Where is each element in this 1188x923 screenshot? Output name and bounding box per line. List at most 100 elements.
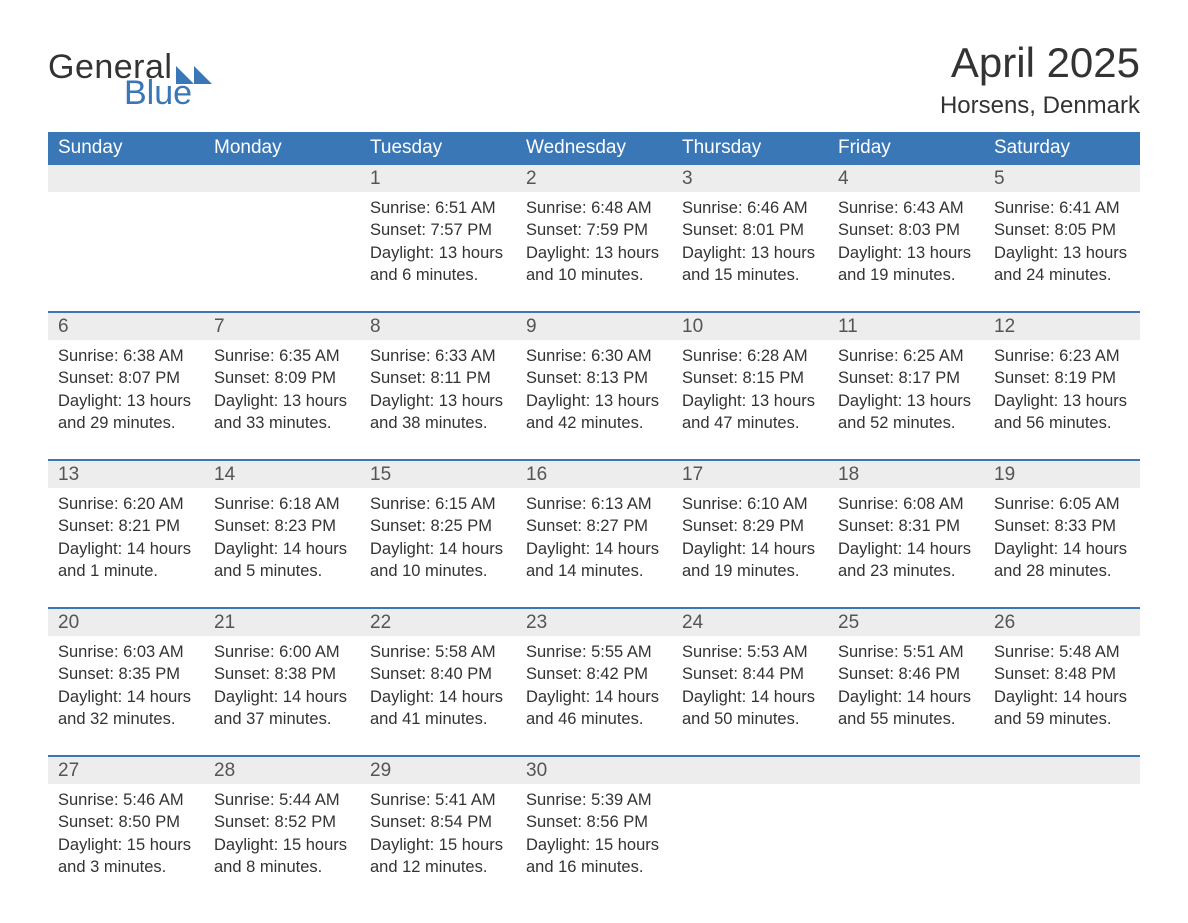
- calendar-day-cell: 2Sunrise: 6:48 AMSunset: 7:59 PMDaylight…: [516, 165, 672, 312]
- day-details: Sunrise: 5:44 AMSunset: 8:52 PMDaylight:…: [204, 784, 360, 903]
- day-number: 24: [672, 609, 828, 636]
- day-detail-line: Sunset: 7:59 PM: [526, 219, 664, 241]
- day-detail-line: Daylight: 13 hours and 10 minutes.: [526, 242, 664, 287]
- day-details: Sunrise: 6:08 AMSunset: 8:31 PMDaylight:…: [828, 488, 984, 607]
- day-number: [672, 757, 828, 784]
- day-details: Sunrise: 5:51 AMSunset: 8:46 PMDaylight:…: [828, 636, 984, 755]
- day-detail-line: Sunset: 8:48 PM: [994, 663, 1132, 685]
- day-detail-line: Sunrise: 6:38 AM: [58, 345, 196, 367]
- weekday-header: Friday: [828, 132, 984, 165]
- day-detail-line: Sunset: 8:56 PM: [526, 811, 664, 833]
- day-detail-line: Sunrise: 6:15 AM: [370, 493, 508, 515]
- day-number: 5: [984, 165, 1140, 192]
- day-detail-line: Sunrise: 5:39 AM: [526, 789, 664, 811]
- day-detail-line: Sunset: 8:15 PM: [682, 367, 820, 389]
- calendar-day-cell: 10Sunrise: 6:28 AMSunset: 8:15 PMDayligh…: [672, 312, 828, 460]
- day-detail-line: Daylight: 14 hours and 46 minutes.: [526, 686, 664, 731]
- day-details: Sunrise: 5:39 AMSunset: 8:56 PMDaylight:…: [516, 784, 672, 903]
- day-detail-line: Daylight: 13 hours and 19 minutes.: [838, 242, 976, 287]
- calendar-week-row: 20Sunrise: 6:03 AMSunset: 8:35 PMDayligh…: [48, 608, 1140, 756]
- day-detail-line: Daylight: 14 hours and 32 minutes.: [58, 686, 196, 731]
- weekday-header: Wednesday: [516, 132, 672, 165]
- day-details: Sunrise: 5:55 AMSunset: 8:42 PMDaylight:…: [516, 636, 672, 755]
- day-detail-line: Sunrise: 6:23 AM: [994, 345, 1132, 367]
- calendar-day-cell: 17Sunrise: 6:10 AMSunset: 8:29 PMDayligh…: [672, 460, 828, 608]
- day-detail-line: Daylight: 13 hours and 33 minutes.: [214, 390, 352, 435]
- day-number: 1: [360, 165, 516, 192]
- day-number: [204, 165, 360, 192]
- day-number: 6: [48, 313, 204, 340]
- day-details: [828, 784, 984, 903]
- day-number: 19: [984, 461, 1140, 488]
- day-details: [204, 192, 360, 311]
- calendar-day-cell: 18Sunrise: 6:08 AMSunset: 8:31 PMDayligh…: [828, 460, 984, 608]
- page-header: General Blue April 2025 Horsens, Denmark: [48, 40, 1140, 120]
- calendar-day-cell: 24Sunrise: 5:53 AMSunset: 8:44 PMDayligh…: [672, 608, 828, 756]
- day-details: Sunrise: 6:43 AMSunset: 8:03 PMDaylight:…: [828, 192, 984, 311]
- day-detail-line: Sunset: 8:38 PM: [214, 663, 352, 685]
- brand-logo: General Blue: [48, 50, 212, 109]
- day-details: Sunrise: 5:58 AMSunset: 8:40 PMDaylight:…: [360, 636, 516, 755]
- day-detail-line: Sunset: 8:42 PM: [526, 663, 664, 685]
- calendar-day-cell: 16Sunrise: 6:13 AMSunset: 8:27 PMDayligh…: [516, 460, 672, 608]
- day-detail-line: Daylight: 13 hours and 52 minutes.: [838, 390, 976, 435]
- day-number: 11: [828, 313, 984, 340]
- weekday-header: Monday: [204, 132, 360, 165]
- calendar-day-cell: 22Sunrise: 5:58 AMSunset: 8:40 PMDayligh…: [360, 608, 516, 756]
- calendar-day-cell: [48, 165, 204, 312]
- calendar-week-row: 6Sunrise: 6:38 AMSunset: 8:07 PMDaylight…: [48, 312, 1140, 460]
- day-detail-line: Daylight: 13 hours and 47 minutes.: [682, 390, 820, 435]
- day-details: Sunrise: 5:46 AMSunset: 8:50 PMDaylight:…: [48, 784, 204, 903]
- day-detail-line: Sunset: 8:35 PM: [58, 663, 196, 685]
- calendar-day-cell: [672, 756, 828, 903]
- day-details: Sunrise: 6:13 AMSunset: 8:27 PMDaylight:…: [516, 488, 672, 607]
- day-details: Sunrise: 6:23 AMSunset: 8:19 PMDaylight:…: [984, 340, 1140, 459]
- day-detail-line: Sunrise: 6:05 AM: [994, 493, 1132, 515]
- day-detail-line: Sunrise: 6:43 AM: [838, 197, 976, 219]
- location-title: Horsens, Denmark: [940, 92, 1140, 120]
- day-detail-line: Sunrise: 5:58 AM: [370, 641, 508, 663]
- day-details: Sunrise: 5:53 AMSunset: 8:44 PMDaylight:…: [672, 636, 828, 755]
- day-details: Sunrise: 6:51 AMSunset: 7:57 PMDaylight:…: [360, 192, 516, 311]
- day-number: [828, 757, 984, 784]
- calendar-day-cell: 27Sunrise: 5:46 AMSunset: 8:50 PMDayligh…: [48, 756, 204, 903]
- day-detail-line: Sunset: 7:57 PM: [370, 219, 508, 241]
- day-details: [672, 784, 828, 903]
- day-detail-line: Sunset: 8:13 PM: [526, 367, 664, 389]
- day-detail-line: Daylight: 13 hours and 38 minutes.: [370, 390, 508, 435]
- day-detail-line: Daylight: 14 hours and 19 minutes.: [682, 538, 820, 583]
- calendar-page: General Blue April 2025 Horsens, Denmark…: [0, 0, 1188, 923]
- day-detail-line: Sunset: 8:33 PM: [994, 515, 1132, 537]
- day-number: 2: [516, 165, 672, 192]
- calendar-day-cell: 25Sunrise: 5:51 AMSunset: 8:46 PMDayligh…: [828, 608, 984, 756]
- day-number: 8: [360, 313, 516, 340]
- day-detail-line: Daylight: 14 hours and 28 minutes.: [994, 538, 1132, 583]
- day-detail-line: Sunset: 8:52 PM: [214, 811, 352, 833]
- day-detail-line: Sunrise: 6:10 AM: [682, 493, 820, 515]
- day-details: Sunrise: 6:05 AMSunset: 8:33 PMDaylight:…: [984, 488, 1140, 607]
- day-number: [48, 165, 204, 192]
- day-detail-line: Daylight: 14 hours and 1 minute.: [58, 538, 196, 583]
- calendar-table: Sunday Monday Tuesday Wednesday Thursday…: [48, 132, 1140, 903]
- day-detail-line: Daylight: 13 hours and 56 minutes.: [994, 390, 1132, 435]
- day-detail-line: Daylight: 13 hours and 15 minutes.: [682, 242, 820, 287]
- day-details: [984, 784, 1140, 903]
- calendar-day-cell: 6Sunrise: 6:38 AMSunset: 8:07 PMDaylight…: [48, 312, 204, 460]
- day-detail-line: Daylight: 13 hours and 6 minutes.: [370, 242, 508, 287]
- day-number: 10: [672, 313, 828, 340]
- day-detail-line: Daylight: 13 hours and 29 minutes.: [58, 390, 196, 435]
- day-details: Sunrise: 6:35 AMSunset: 8:09 PMDaylight:…: [204, 340, 360, 459]
- day-detail-line: Sunset: 8:11 PM: [370, 367, 508, 389]
- day-detail-line: Daylight: 14 hours and 10 minutes.: [370, 538, 508, 583]
- day-detail-line: Sunset: 8:23 PM: [214, 515, 352, 537]
- calendar-day-cell: [828, 756, 984, 903]
- day-detail-line: Sunrise: 5:44 AM: [214, 789, 352, 811]
- day-detail-line: Sunrise: 6:08 AM: [838, 493, 976, 515]
- day-number: 13: [48, 461, 204, 488]
- weekday-header: Sunday: [48, 132, 204, 165]
- day-details: Sunrise: 6:20 AMSunset: 8:21 PMDaylight:…: [48, 488, 204, 607]
- day-detail-line: Daylight: 15 hours and 8 minutes.: [214, 834, 352, 879]
- day-detail-line: Sunset: 8:40 PM: [370, 663, 508, 685]
- calendar-day-cell: 12Sunrise: 6:23 AMSunset: 8:19 PMDayligh…: [984, 312, 1140, 460]
- calendar-day-cell: [204, 165, 360, 312]
